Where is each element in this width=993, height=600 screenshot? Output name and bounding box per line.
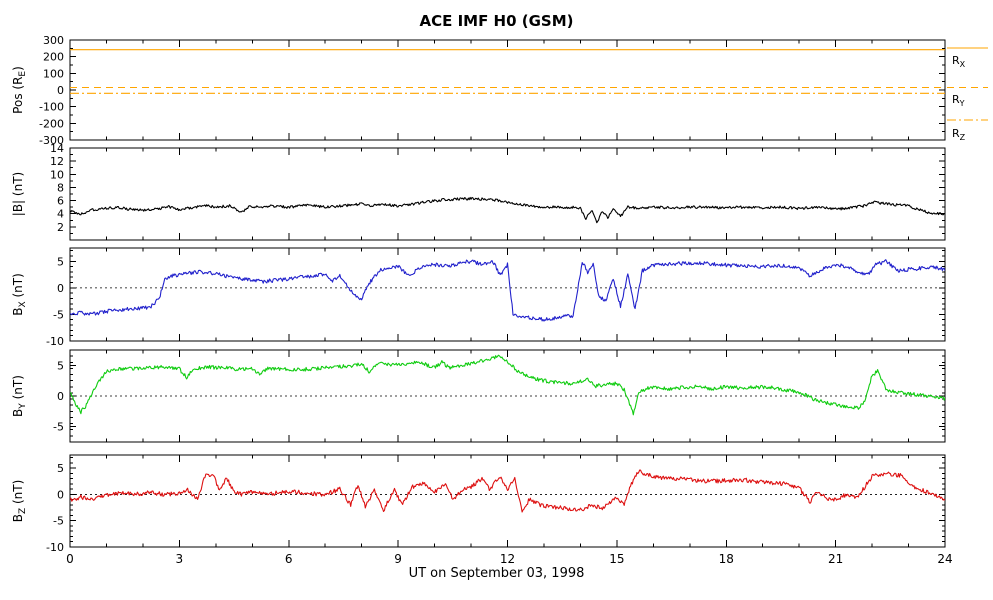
svg-text:0: 0 (57, 390, 64, 403)
x-ticks (69, 350, 946, 442)
svg-text:5: 5 (57, 462, 64, 475)
panel-position: 300 200 100 0 -100 -200 -300 Pos (RE) (11, 34, 946, 147)
svg-text:5: 5 (57, 359, 64, 372)
panel-bx: 5 0 -5 -10 BX (nT) (11, 247, 946, 348)
svg-text:15: 15 (609, 552, 624, 566)
y-ticks: 300 200 100 0 -100 -200 -300 (39, 34, 945, 147)
y-ticks: 5 0 -5 -10 (46, 457, 945, 554)
y-axis-title: BZ (nT) (11, 480, 28, 523)
svg-text:-100: -100 (39, 101, 64, 114)
series-bx-0 (70, 259, 945, 322)
svg-text:-10: -10 (46, 541, 64, 554)
panel-by: 5 0 -5 BY (nT) (11, 349, 946, 443)
svg-text:6: 6 (57, 195, 64, 208)
svg-text:9: 9 (394, 552, 402, 566)
svg-text:2: 2 (57, 221, 64, 234)
svg-text:0: 0 (66, 552, 74, 566)
chart-title: ACE IMF H0 (GSM) (419, 12, 574, 30)
legend-label: RZ (952, 127, 966, 142)
x-ticks (69, 455, 946, 547)
x-ticks (69, 40, 946, 140)
svg-text:200: 200 (43, 51, 64, 64)
svg-text:0: 0 (57, 282, 64, 295)
svg-text:-10: -10 (46, 335, 64, 348)
panel-frame (69, 147, 946, 241)
svg-text:-300: -300 (39, 134, 64, 147)
svg-text:-5: -5 (53, 308, 64, 321)
series-bmag-0 (70, 196, 945, 224)
svg-text:24: 24 (937, 552, 952, 566)
svg-text:14: 14 (50, 142, 64, 155)
svg-text:0: 0 (57, 488, 64, 501)
svg-text:10: 10 (50, 168, 64, 181)
legend-label: RY (952, 93, 965, 108)
y-axis-title: Pos (RE) (11, 66, 28, 114)
y-axis-title: |B| (nT) (11, 172, 25, 216)
svg-text:-200: -200 (39, 117, 64, 130)
svg-text:8: 8 (57, 181, 64, 194)
svg-text:12: 12 (50, 155, 64, 168)
legend: RX RY RZ (947, 47, 988, 142)
svg-text:12: 12 (500, 552, 515, 566)
x-axis-label: UT on September 03, 1998 (408, 566, 585, 581)
y-ticks: 5 0 -5 (53, 349, 945, 443)
svg-text:3: 3 (176, 552, 184, 566)
legend-label: RX (952, 54, 966, 69)
svg-text:5: 5 (57, 255, 64, 268)
y-axis-title: BY (nT) (11, 375, 28, 417)
series-bz-0 (70, 469, 945, 513)
x-tick-labels: 0 3 6 9 12 15 18 21 24 (66, 552, 952, 566)
svg-text:18: 18 (719, 552, 734, 566)
series-by-0 (70, 354, 945, 416)
svg-text:4: 4 (57, 208, 64, 221)
y-axis-title: BX (nT) (11, 273, 28, 316)
svg-text:-5: -5 (53, 421, 64, 434)
svg-text:6: 6 (285, 552, 293, 566)
panel-frame (69, 39, 946, 141)
y-ticks: 5 0 -5 -10 (46, 250, 945, 348)
panel-frame (69, 454, 946, 548)
svg-text:300: 300 (43, 34, 64, 47)
x-ticks (69, 148, 946, 240)
svg-text:0: 0 (57, 84, 64, 97)
svg-text:100: 100 (43, 67, 64, 80)
x-ticks (69, 248, 946, 341)
svg-text:21: 21 (828, 552, 843, 566)
panel-frame (69, 247, 946, 342)
svg-text:-5: -5 (53, 515, 64, 528)
